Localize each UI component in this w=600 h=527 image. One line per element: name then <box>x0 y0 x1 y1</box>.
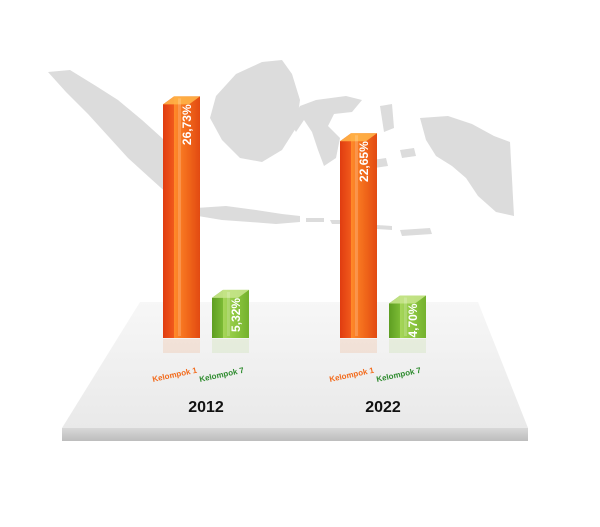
platform-top <box>62 302 528 428</box>
platform-front <box>62 428 528 441</box>
bar-value-label: 22,65% <box>357 141 371 182</box>
bar-top <box>212 289 249 298</box>
bar-highlight <box>227 291 230 336</box>
bar-side <box>389 295 400 338</box>
bar-front <box>223 289 249 338</box>
bar-2012-series-1: 5,32% <box>212 289 249 353</box>
bar-highlight <box>355 135 358 336</box>
bar-2012-series-0: 26,73% <box>163 96 200 353</box>
bar-top <box>340 133 377 142</box>
bar-side <box>340 133 351 338</box>
bar-side <box>163 96 174 338</box>
bar-reflection <box>389 339 426 353</box>
bar-front <box>174 96 200 338</box>
bars-layer: 26,73% 5,32% 22,65% 4,70% <box>163 96 426 353</box>
bar-top <box>389 295 426 304</box>
indonesia-map-background <box>48 60 514 236</box>
bar-reflection <box>163 339 200 353</box>
bar-highlight <box>178 98 181 336</box>
bar-front <box>351 133 377 338</box>
bar-value-label: 4,70% <box>406 303 420 337</box>
category-label-2022: 2022 <box>365 399 401 416</box>
bar-side <box>212 289 223 338</box>
bar-value-label: 5,32% <box>229 298 243 332</box>
bar-reflection <box>212 339 249 353</box>
bar-reflection <box>340 339 377 353</box>
bar-highlight <box>404 297 407 336</box>
platform <box>62 302 528 441</box>
bar-2022-series-1: 4,70% <box>389 295 426 353</box>
bar-2022-series-0: 22,65% <box>340 133 377 353</box>
bar-value-label: 26,73% <box>180 104 194 145</box>
category-label-2012: 2012 <box>188 399 224 416</box>
bar-top <box>163 96 200 105</box>
